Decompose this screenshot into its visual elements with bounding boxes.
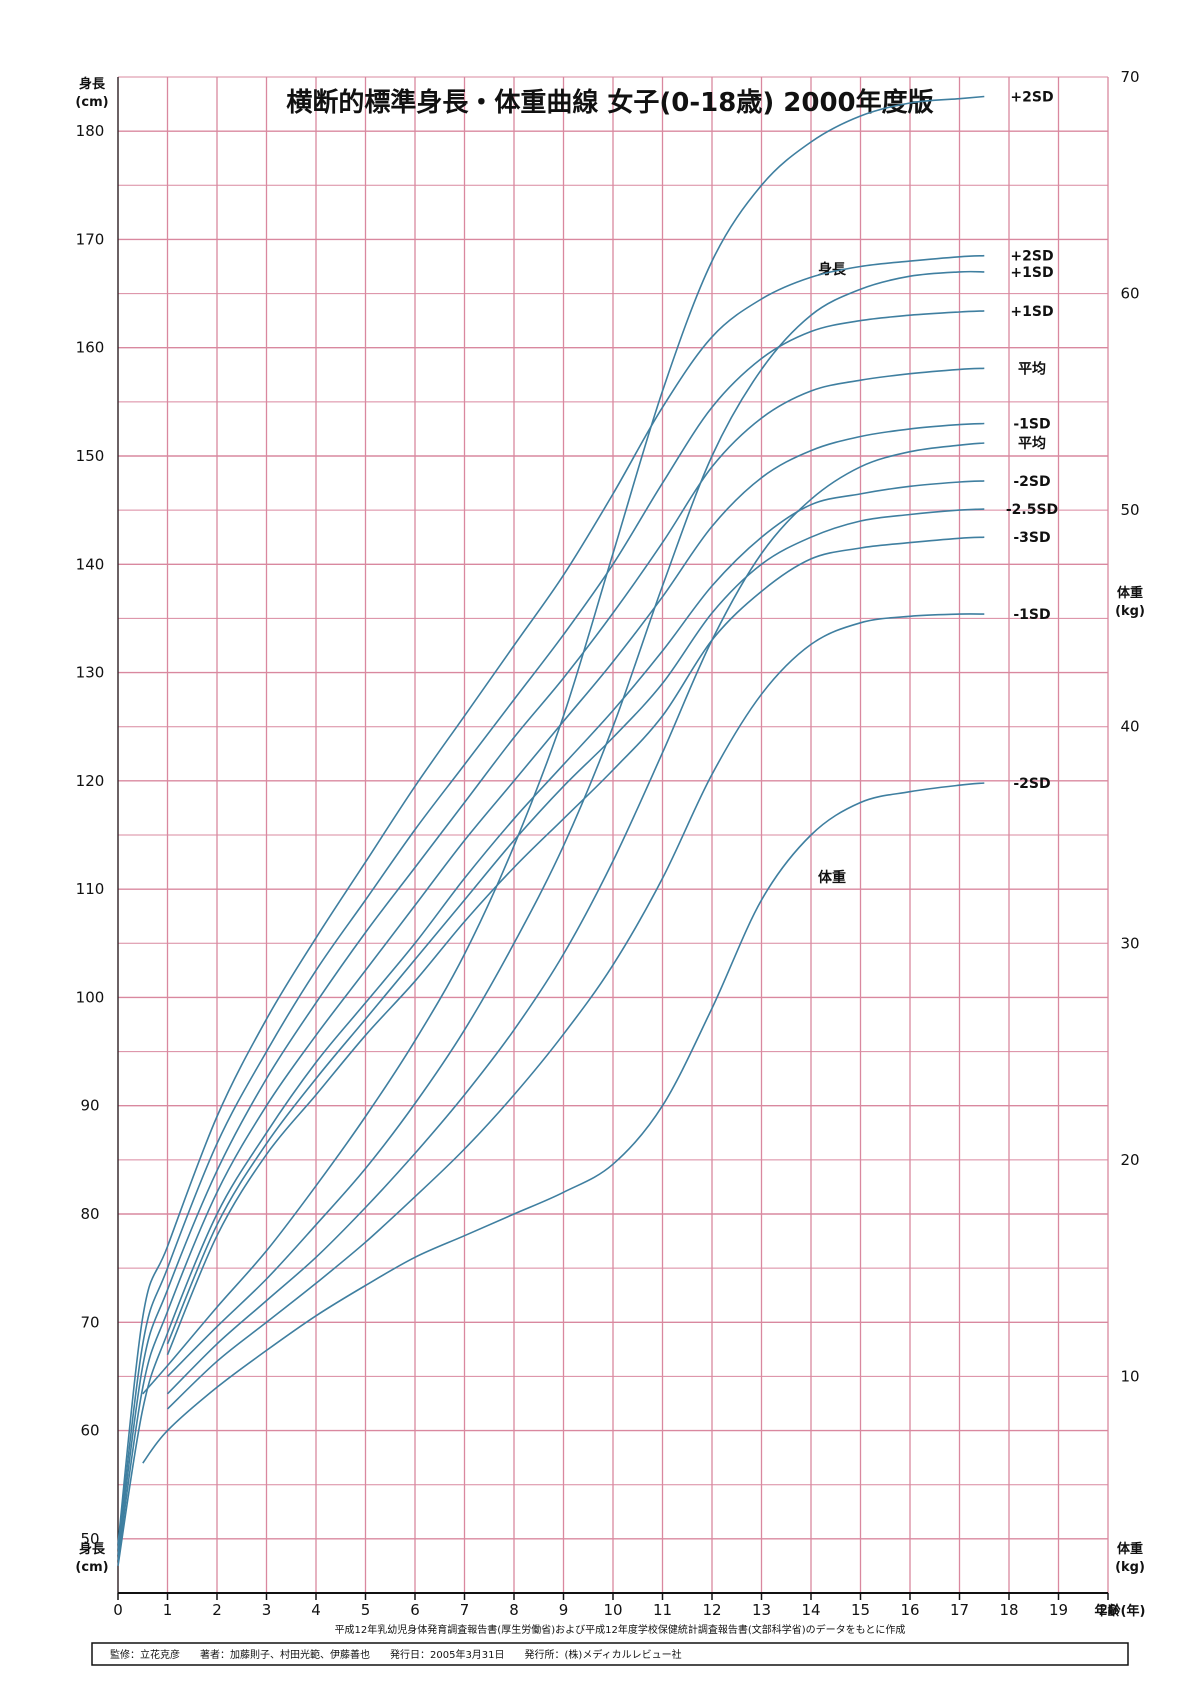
height-tick-label: 180 bbox=[76, 122, 105, 140]
height-curve-0 bbox=[117, 254, 985, 1545]
left-axis-label-bottom-line2: (cm) bbox=[75, 1560, 108, 1575]
height-tick-label: 130 bbox=[76, 664, 105, 682]
right-axis-label-top-line2: (kg) bbox=[1115, 604, 1145, 619]
x-axis-label: 年齢(年) bbox=[1095, 1603, 1146, 1619]
height-curve-6 bbox=[166, 536, 985, 1356]
x-tick-label: 9 bbox=[559, 1601, 569, 1619]
x-tick-label: 8 bbox=[509, 1601, 519, 1619]
x-tick-label: 7 bbox=[460, 1601, 470, 1619]
x-tick-label: 15 bbox=[851, 1601, 870, 1619]
right-axis-label-top-line1: 体重 bbox=[1117, 585, 1143, 601]
height-tick-label: 160 bbox=[76, 339, 105, 357]
weight-group-label: 体重 bbox=[818, 869, 846, 886]
footer-credits: 監修：立花克彦 著者：加藤則子、村田光範、伊藤善也 発行日：2005年3月31日… bbox=[110, 1648, 682, 1661]
height-curve-4 bbox=[117, 480, 985, 1567]
weight-tick-label: 40 bbox=[1120, 718, 1139, 736]
x-tick-label: 11 bbox=[653, 1601, 672, 1619]
x-tick-label: 10 bbox=[603, 1601, 622, 1619]
weight-curve-4 bbox=[142, 782, 985, 1464]
height-curve-5 bbox=[166, 508, 985, 1345]
height-curve-3 bbox=[117, 422, 985, 1561]
chart-grid bbox=[117, 76, 1109, 1594]
x-tick-label: 20 bbox=[1098, 1601, 1117, 1619]
x-tick-label: 3 bbox=[262, 1601, 272, 1619]
height-tick-label: 140 bbox=[76, 555, 105, 573]
weight-tick-label: 50 bbox=[1120, 501, 1139, 519]
weight-tick-label: 20 bbox=[1120, 1151, 1139, 1169]
height-tick-label: 150 bbox=[76, 447, 105, 465]
x-tick-label: 14 bbox=[801, 1601, 820, 1619]
weight-tick-label: 10 bbox=[1120, 1367, 1139, 1385]
x-tick-label: 0 bbox=[113, 1601, 123, 1619]
weight-curve-3 bbox=[166, 613, 985, 1410]
right-axis-label-bottom-line2: (kg) bbox=[1115, 1560, 1145, 1575]
height-tick-label: 110 bbox=[76, 880, 105, 898]
weight-curve-1 bbox=[166, 270, 985, 1377]
weight-series-label: 平均 bbox=[1018, 435, 1046, 452]
chart-title: 横断的標準身長・体重曲線 女子(0-18歳) 2000年度版 bbox=[286, 87, 933, 118]
height-tick-label: 60 bbox=[80, 1422, 99, 1440]
height-series-label: 平均 bbox=[1018, 360, 1046, 377]
x-tick-label: 17 bbox=[950, 1601, 969, 1619]
left-axis-label-top-line2: (cm) bbox=[75, 95, 108, 110]
x-tick-label: 1 bbox=[163, 1601, 173, 1619]
x-tick-label: 4 bbox=[311, 1601, 321, 1619]
height-tick-label: 80 bbox=[80, 1205, 99, 1223]
height-tick-label: 120 bbox=[76, 772, 105, 790]
height-series-label: -2.5SD bbox=[1006, 502, 1058, 518]
weight-tick-label: 60 bbox=[1120, 285, 1139, 303]
weight-curve-0 bbox=[142, 95, 985, 1395]
height-series-label: +2SD bbox=[1010, 249, 1053, 265]
weight-series-label: -1SD bbox=[1013, 607, 1050, 623]
x-tick-label: 2 bbox=[212, 1601, 222, 1619]
height-series-label: +1SD bbox=[1010, 304, 1053, 320]
height-series-label: -1SD bbox=[1013, 417, 1050, 433]
height-tick-label: 70 bbox=[80, 1313, 99, 1331]
x-tick-label: 19 bbox=[1049, 1601, 1068, 1619]
weight-tick-label: 70 bbox=[1120, 68, 1139, 86]
height-tick-label: 100 bbox=[76, 988, 105, 1006]
x-tick-label: 13 bbox=[752, 1601, 771, 1619]
weight-series-label: -2SD bbox=[1013, 776, 1050, 792]
curves-layer: +2SD+1SD平均-1SD-2SD-2.5SD-3SD+2SD+1SD平均-1… bbox=[117, 89, 1058, 1567]
footer-source-note: 平成12年乳幼児身体発育調査報告書(厚生労働省)および平成12年度学校保健統計調… bbox=[335, 1623, 906, 1636]
x-tick-label: 6 bbox=[410, 1601, 420, 1619]
weight-tick-label: 30 bbox=[1120, 934, 1139, 952]
x-tick-label: 16 bbox=[900, 1601, 919, 1619]
height-tick-label: 50 bbox=[80, 1530, 99, 1548]
height-curve-2 bbox=[117, 367, 985, 1556]
height-series-label: -2SD bbox=[1013, 474, 1050, 490]
x-tick-label: 12 bbox=[702, 1601, 721, 1619]
footer-credits-box bbox=[91, 1642, 1129, 1666]
weight-series-label: +2SD bbox=[1010, 89, 1053, 105]
height-curve-1 bbox=[117, 310, 985, 1550]
left-axis-label-bottom-line1: 身長 bbox=[79, 1541, 106, 1557]
left-axis-label-top-line1: 身長 bbox=[79, 76, 106, 92]
ticks-layer: 0 1 2 3 4 5 6 7 8 9 10 11 12 13 14 15 16 17 18 19 2050607080… bbox=[76, 68, 1140, 1619]
x-tick-label: 5 bbox=[361, 1601, 371, 1619]
weight-curve-2 bbox=[166, 442, 985, 1395]
weight-series-label: +1SD bbox=[1010, 265, 1053, 281]
height-tick-label: 90 bbox=[80, 1097, 99, 1115]
height-tick-label: 170 bbox=[76, 230, 105, 248]
x-tick-label: 18 bbox=[999, 1601, 1018, 1619]
height-series-label: -3SD bbox=[1013, 530, 1050, 546]
right-axis-label-bottom-line1: 体重 bbox=[1117, 1541, 1143, 1557]
